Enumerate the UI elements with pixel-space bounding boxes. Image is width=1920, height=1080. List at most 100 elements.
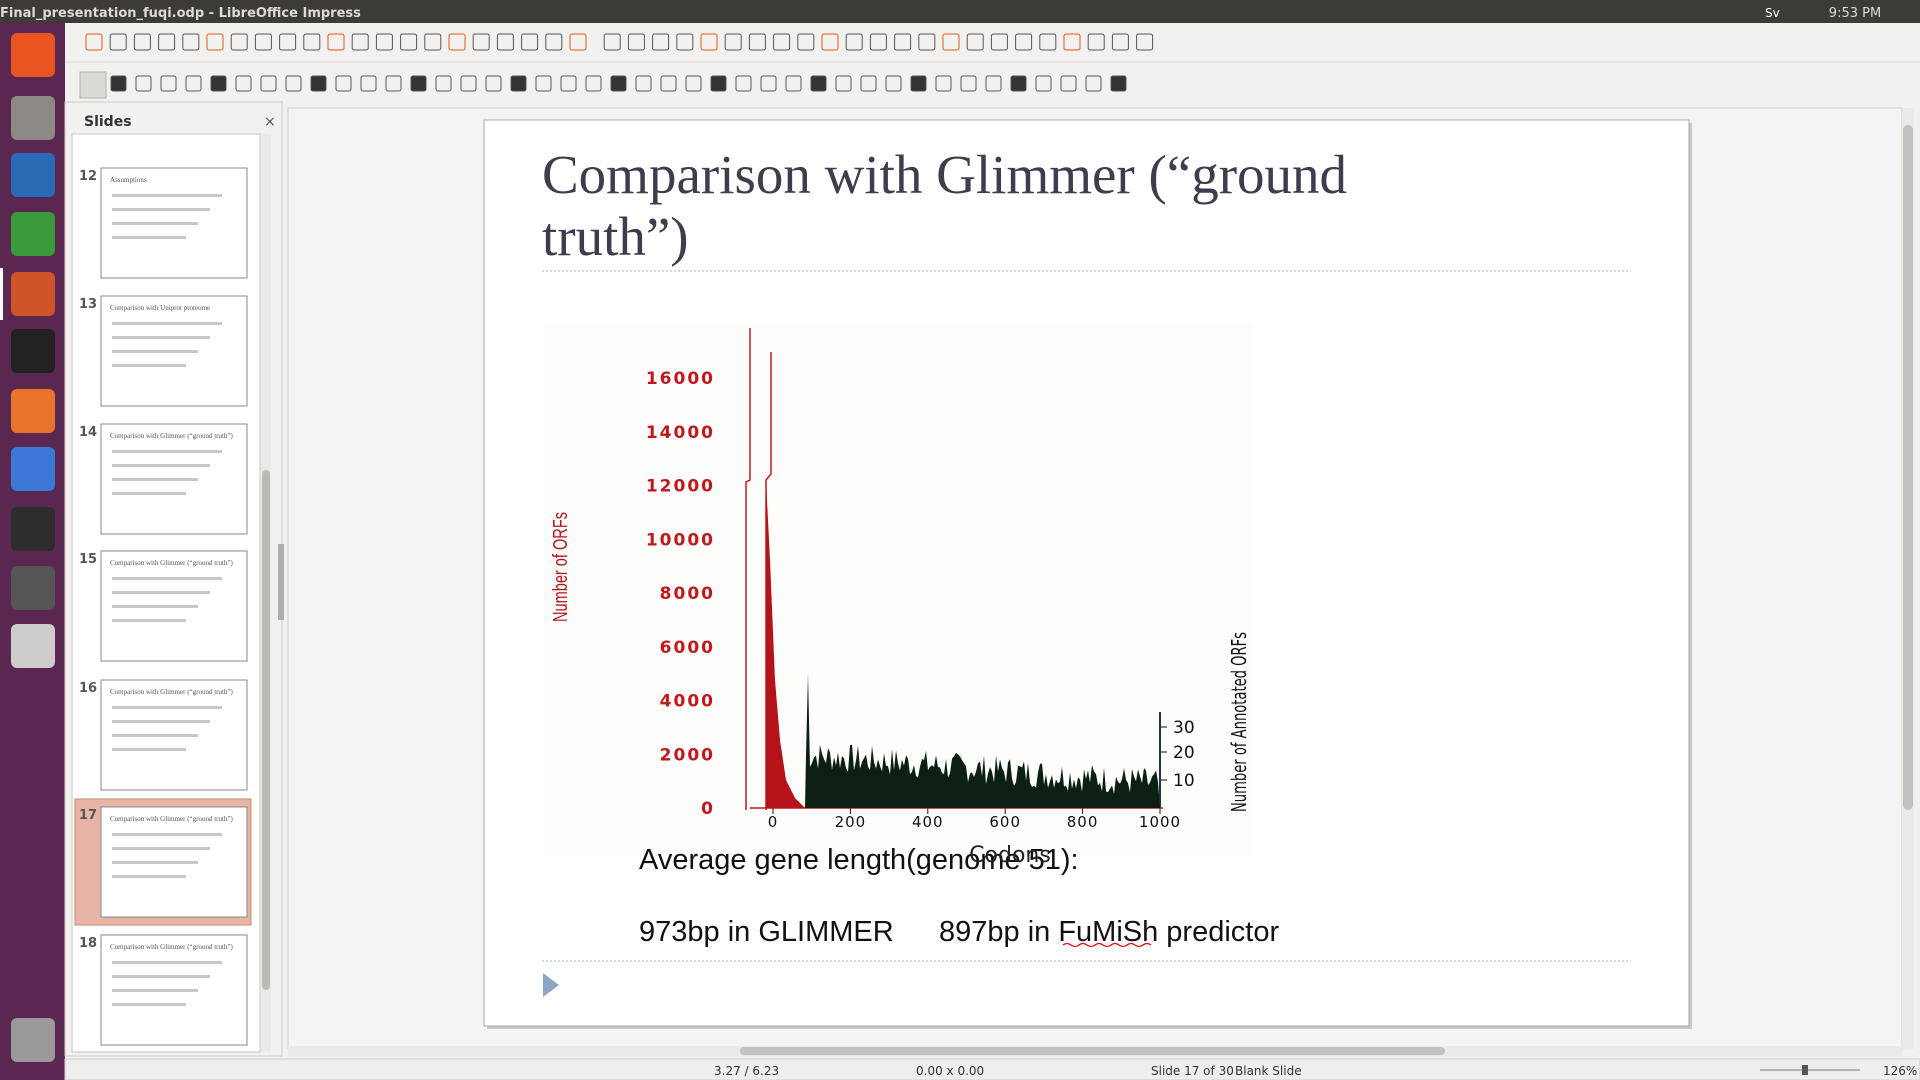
toolbar-button[interactable] [748, 33, 766, 51]
v-scroll-thumb[interactable] [1903, 125, 1913, 810]
toolbar-button[interactable] [1085, 75, 1102, 92]
toolbar-button[interactable] [966, 33, 984, 51]
launcher-icon[interactable] [11, 447, 55, 491]
toolbar-button[interactable] [1039, 33, 1057, 51]
toolbar-button[interactable] [560, 75, 577, 92]
toolbar-button[interactable] [435, 75, 452, 92]
toolbar-button[interactable] [1015, 33, 1033, 51]
toolbar-button[interactable] [773, 33, 791, 51]
launcher-icon[interactable] [11, 33, 55, 77]
toolbar-button[interactable] [1060, 75, 1077, 92]
toolbar-button[interactable] [685, 75, 702, 92]
toolbar-button[interactable] [1111, 33, 1129, 51]
toolbar-button[interactable] [327, 33, 345, 51]
toolbar-button[interactable] [424, 33, 442, 51]
launcher-icon[interactable] [11, 507, 55, 551]
toolbar-button[interactable] [109, 33, 127, 51]
toolbar-button[interactable] [652, 33, 670, 51]
toolbar-button[interactable] [1035, 75, 1052, 92]
toolbar-button[interactable] [210, 75, 227, 92]
toolbar-button[interactable] [535, 75, 552, 92]
zoom-knob[interactable] [1802, 1065, 1808, 1075]
panel-splitter[interactable] [278, 544, 284, 620]
toolbar-button[interactable] [460, 75, 477, 92]
slides-scroll-thumb[interactable] [262, 470, 270, 990]
toolbar-button[interactable] [918, 33, 936, 51]
toolbar-button[interactable] [635, 75, 652, 92]
toolbar-button[interactable] [254, 33, 272, 51]
toolbar-button[interactable] [485, 75, 502, 92]
toolbar-button[interactable] [835, 75, 852, 92]
toolbar-button[interactable] [1087, 33, 1105, 51]
toolbar-button[interactable] [448, 33, 466, 51]
toolbar-button[interactable] [603, 33, 621, 51]
toolbar-button[interactable] [710, 75, 727, 92]
toolbar-button[interactable] [472, 33, 490, 51]
toolbar-button[interactable] [545, 33, 563, 51]
toolbar-button[interactable] [935, 75, 952, 92]
toolbar-button[interactable] [260, 75, 277, 92]
launcher-icon[interactable] [11, 1018, 55, 1062]
toolbar-button[interactable] [521, 33, 539, 51]
toolbar-button[interactable] [133, 33, 151, 51]
toolbar-button[interactable] [496, 33, 514, 51]
toolbar-button[interactable] [385, 75, 402, 92]
toolbar-button[interactable] [821, 33, 839, 51]
toolbar-button[interactable] [724, 33, 742, 51]
launcher-icon[interactable] [11, 624, 55, 668]
launcher-icon[interactable] [11, 153, 55, 197]
toolbar-button[interactable] [627, 33, 645, 51]
toolbar-button[interactable] [785, 75, 802, 92]
tool-selected[interactable] [79, 71, 107, 99]
toolbar-button[interactable] [676, 33, 694, 51]
toolbar-button[interactable] [510, 75, 527, 92]
toolbar-button[interactable] [1110, 75, 1127, 92]
keyboard-indicator[interactable]: Sv [1765, 6, 1780, 20]
toolbar-button[interactable] [206, 33, 224, 51]
toolbar-button[interactable] [585, 75, 602, 92]
toolbar-button[interactable] [942, 33, 960, 51]
toolbar-button[interactable] [85, 33, 103, 51]
toolbar-button[interactable] [303, 33, 321, 51]
toolbar-button[interactable] [400, 33, 418, 51]
launcher-icon[interactable] [11, 389, 55, 433]
h-scroll-thumb[interactable] [740, 1047, 1445, 1055]
toolbar-button[interactable] [845, 33, 863, 51]
toolbar-button[interactable] [360, 75, 377, 92]
toolbar-button[interactable] [660, 75, 677, 92]
toolbar-button[interactable] [375, 33, 393, 51]
toolbar-button[interactable] [569, 33, 587, 51]
toolbar-button[interactable] [160, 75, 177, 92]
toolbar-button[interactable] [335, 75, 352, 92]
toolbar-button[interactable] [230, 33, 248, 51]
toolbar-button[interactable] [1063, 33, 1081, 51]
toolbar-button[interactable] [990, 33, 1008, 51]
launcher-icon[interactable] [11, 329, 55, 373]
toolbar-button[interactable] [910, 75, 927, 92]
toolbar-button[interactable] [235, 75, 252, 92]
toolbar-button[interactable] [310, 75, 327, 92]
toolbar-button[interactable] [185, 75, 202, 92]
toolbar-button[interactable] [700, 33, 718, 51]
toolbar-button[interactable] [279, 33, 297, 51]
toolbar-button[interactable] [735, 75, 752, 92]
launcher-icon[interactable] [11, 212, 55, 256]
toolbar-button[interactable] [894, 33, 912, 51]
toolbar-button[interactable] [158, 33, 176, 51]
toolbar-button[interactable] [860, 75, 877, 92]
toolbar-button[interactable] [1136, 33, 1154, 51]
toolbar-button[interactable] [610, 75, 627, 92]
toolbar-button[interactable] [285, 75, 302, 92]
launcher-icon[interactable] [11, 96, 55, 140]
launcher-icon[interactable] [11, 566, 55, 610]
toolbar-button[interactable] [760, 75, 777, 92]
toolbar-button[interactable] [1010, 75, 1027, 92]
launcher-icon[interactable] [11, 272, 55, 316]
toolbar-button[interactable] [182, 33, 200, 51]
toolbar-button[interactable] [885, 75, 902, 92]
toolbar-button[interactable] [985, 75, 1002, 92]
toolbar-button[interactable] [810, 75, 827, 92]
panel-close[interactable]: × [264, 114, 276, 130]
toolbar-button[interactable] [797, 33, 815, 51]
toolbar-button[interactable] [351, 33, 369, 51]
